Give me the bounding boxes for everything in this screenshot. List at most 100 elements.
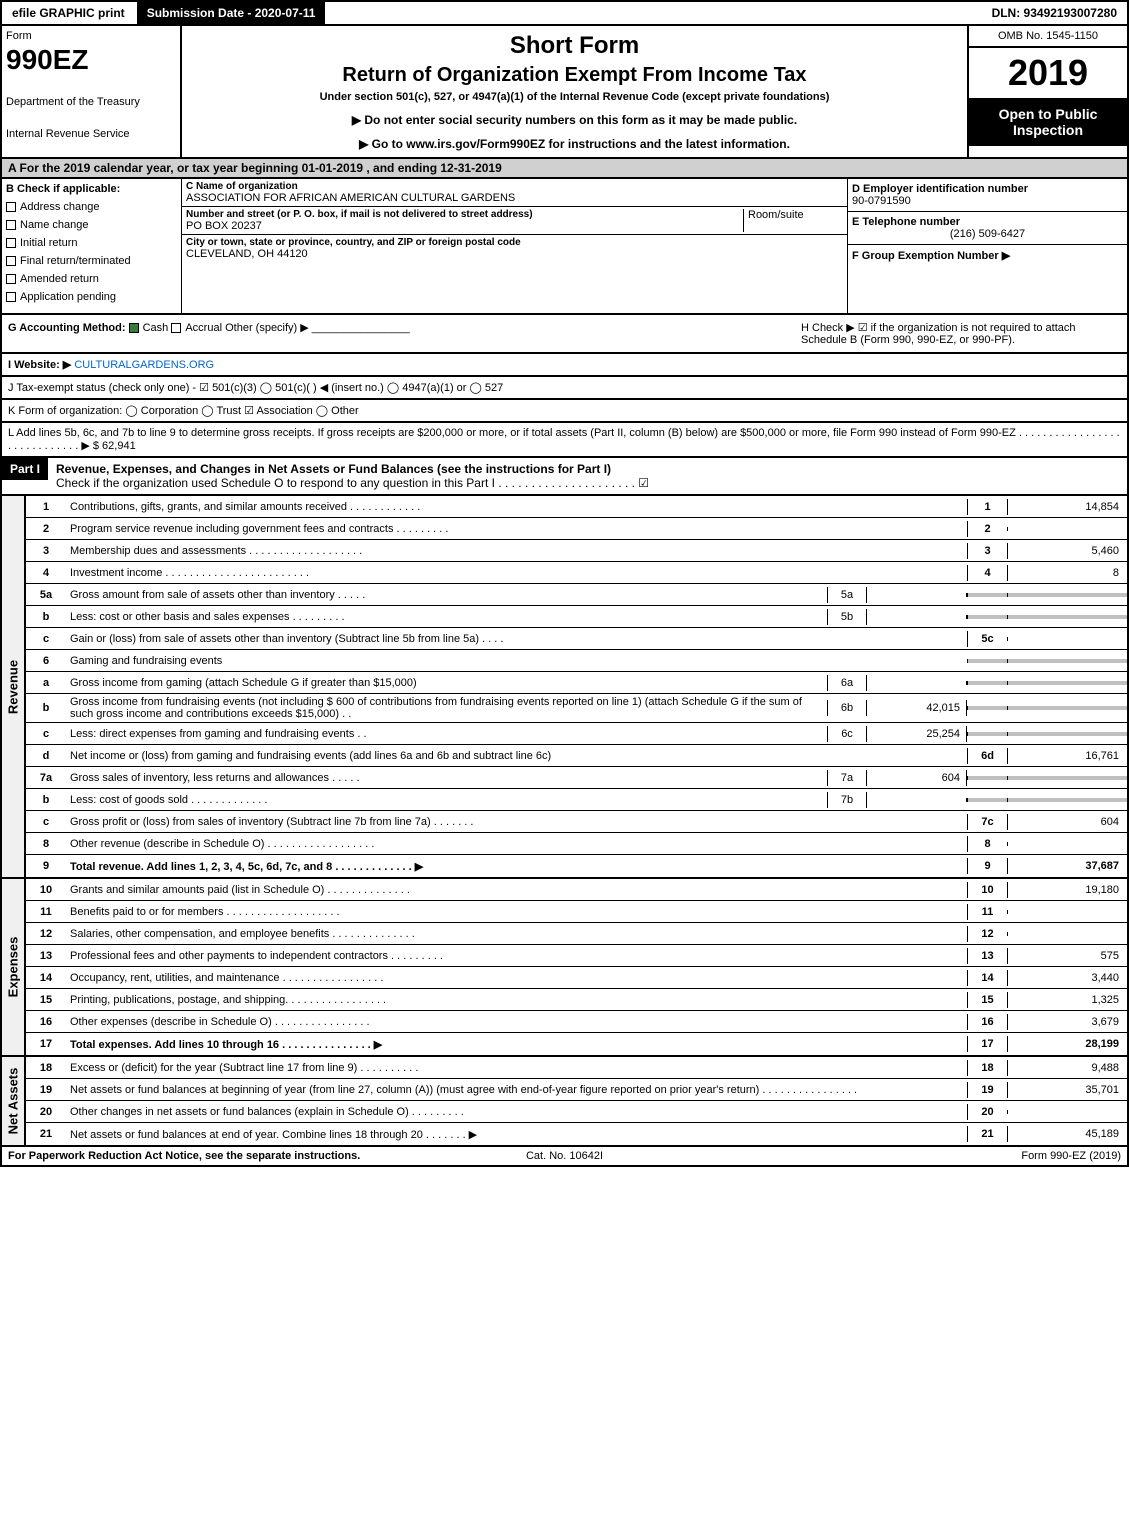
line-desc: Other changes in net assets or fund bala…	[66, 1104, 967, 1120]
line-16: 16Other expenses (describe in Schedule O…	[26, 1011, 1127, 1033]
line-1: 1Contributions, gifts, grants, and simil…	[26, 496, 1127, 518]
check-final-return[interactable]	[6, 256, 16, 266]
box-value: 3,440	[1007, 970, 1127, 986]
box-shaded-val	[1007, 776, 1127, 780]
box-num: 1	[967, 499, 1007, 515]
side-label-expenses: Expenses	[6, 937, 21, 998]
check-address-change[interactable]	[6, 202, 16, 212]
sub-value	[867, 615, 967, 619]
opt-amended-return: Amended return	[20, 273, 99, 285]
line-desc: Gross amount from sale of assets other t…	[66, 587, 827, 603]
line-6: 6Gaming and fundraising events	[26, 650, 1127, 672]
line-c: cLess: direct expenses from gaming and f…	[26, 723, 1127, 745]
box-num: 16	[967, 1014, 1007, 1030]
box-value	[1007, 842, 1127, 846]
sub-box: 6a	[827, 675, 867, 691]
box-shaded-val	[1007, 706, 1127, 710]
box-num: 8	[967, 836, 1007, 852]
row-k-form-org: K Form of organization: ◯ Corporation ◯ …	[0, 400, 1129, 423]
line-10: 10Grants and similar amounts paid (list …	[26, 879, 1127, 901]
line-13: 13Professional fees and other payments t…	[26, 945, 1127, 967]
box-num: 3	[967, 543, 1007, 559]
revenue-table: Revenue 1Contributions, gifts, grants, a…	[0, 496, 1129, 879]
sub-value: 25,254	[867, 726, 967, 742]
box-num: 20	[967, 1104, 1007, 1120]
box-value: 1,325	[1007, 992, 1127, 1008]
box-h: H Check ▶ ☑ if the organization is not r…	[801, 321, 1121, 346]
line-desc: Other revenue (describe in Schedule O) .…	[66, 836, 967, 852]
check-name-change[interactable]	[6, 220, 16, 230]
ein-value: 90-0791590	[852, 195, 1123, 207]
website-link[interactable]: CULTURALGARDENS.ORG	[74, 359, 214, 371]
check-cash[interactable]	[129, 323, 139, 333]
line-num: d	[26, 748, 66, 764]
form-label: Form	[6, 30, 176, 42]
box-value: 3,679	[1007, 1014, 1127, 1030]
box-b: B Check if applicable: Address change Na…	[2, 179, 182, 313]
line-num: 7a	[26, 770, 66, 786]
box-value: 28,199	[1007, 1036, 1127, 1052]
footer-paperwork: For Paperwork Reduction Act Notice, see …	[2, 1147, 377, 1165]
city-value: CLEVELAND, OH 44120	[186, 248, 843, 260]
line-b: bLess: cost of goods sold . . . . . . . …	[26, 789, 1127, 811]
label-street: Number and street (or P. O. box, if mail…	[186, 209, 743, 220]
box-shaded	[967, 706, 1007, 710]
sub-box: 6b	[827, 700, 867, 716]
box-num: 21	[967, 1126, 1007, 1142]
line-b: bLess: cost or other basis and sales exp…	[26, 606, 1127, 628]
box-shaded-val	[1007, 615, 1127, 619]
line-num: 9	[26, 858, 66, 874]
box-value	[1007, 910, 1127, 914]
label-ein: D Employer identification number	[852, 183, 1123, 195]
box-num: 5c	[967, 631, 1007, 647]
line-desc: Gain or (loss) from sale of assets other…	[66, 631, 967, 647]
line-d: dNet income or (loss) from gaming and fu…	[26, 745, 1127, 767]
line-num: 1	[26, 499, 66, 515]
box-shaded	[967, 776, 1007, 780]
box-def: D Employer identification number 90-0791…	[847, 179, 1127, 313]
box-num: 14	[967, 970, 1007, 986]
dept-treasury: Department of the Treasury	[6, 96, 176, 108]
part-1-title: Revenue, Expenses, and Changes in Net As…	[56, 462, 611, 476]
line-num: b	[26, 609, 66, 625]
opt-initial-return: Initial return	[20, 237, 77, 249]
line-desc: Benefits paid to or for members . . . . …	[66, 904, 967, 920]
box-num: 10	[967, 882, 1007, 898]
line-desc: Less: direct expenses from gaming and fu…	[66, 726, 827, 742]
line-8: 8Other revenue (describe in Schedule O) …	[26, 833, 1127, 855]
label-website: I Website: ▶	[8, 359, 71, 371]
line-14: 14Occupancy, rent, utilities, and mainte…	[26, 967, 1127, 989]
line-desc: Membership dues and assessments . . . . …	[66, 543, 967, 559]
warning-ssn: ▶ Do not enter social security numbers o…	[188, 113, 961, 127]
line-num: 12	[26, 926, 66, 942]
net-assets-table: Net Assets 18Excess or (deficit) for the…	[0, 1057, 1129, 1147]
side-label-net-assets: Net Assets	[6, 1068, 21, 1135]
line-c: cGain or (loss) from sale of assets othe…	[26, 628, 1127, 650]
check-amended-return[interactable]	[6, 274, 16, 284]
row-i-website: I Website: ▶ CULTURALGARDENS.ORG	[0, 354, 1129, 377]
sub-value	[867, 681, 967, 685]
form-code: 990EZ	[6, 44, 176, 76]
line-desc: Net income or (loss) from gaming and fun…	[66, 748, 967, 764]
line-num: b	[26, 700, 66, 716]
footer-form-ref: Form 990-EZ (2019)	[752, 1147, 1127, 1165]
line-15: 15Printing, publications, postage, and s…	[26, 989, 1127, 1011]
box-value: 45,189	[1007, 1126, 1127, 1142]
goto-link[interactable]: ▶ Go to www.irs.gov/Form990EZ for instru…	[188, 137, 961, 151]
opt-other: Other (specify) ▶	[225, 322, 309, 334]
sub-box: 7b	[827, 792, 867, 808]
check-accrual[interactable]	[171, 323, 181, 333]
box-value: 8	[1007, 565, 1127, 581]
box-num: 12	[967, 926, 1007, 942]
box-value: 9,488	[1007, 1060, 1127, 1076]
box-num: 9	[967, 858, 1007, 874]
box-value: 37,687	[1007, 858, 1127, 874]
efile-print-button[interactable]: efile GRAPHIC print	[2, 2, 137, 24]
line-desc: Printing, publications, postage, and shi…	[66, 992, 967, 1008]
opt-cash: Cash	[143, 322, 169, 334]
check-initial-return[interactable]	[6, 238, 16, 248]
box-shaded-val	[1007, 798, 1127, 802]
box-shaded	[967, 593, 1007, 597]
check-application-pending[interactable]	[6, 292, 16, 302]
title-return: Return of Organization Exempt From Incom…	[188, 64, 961, 87]
